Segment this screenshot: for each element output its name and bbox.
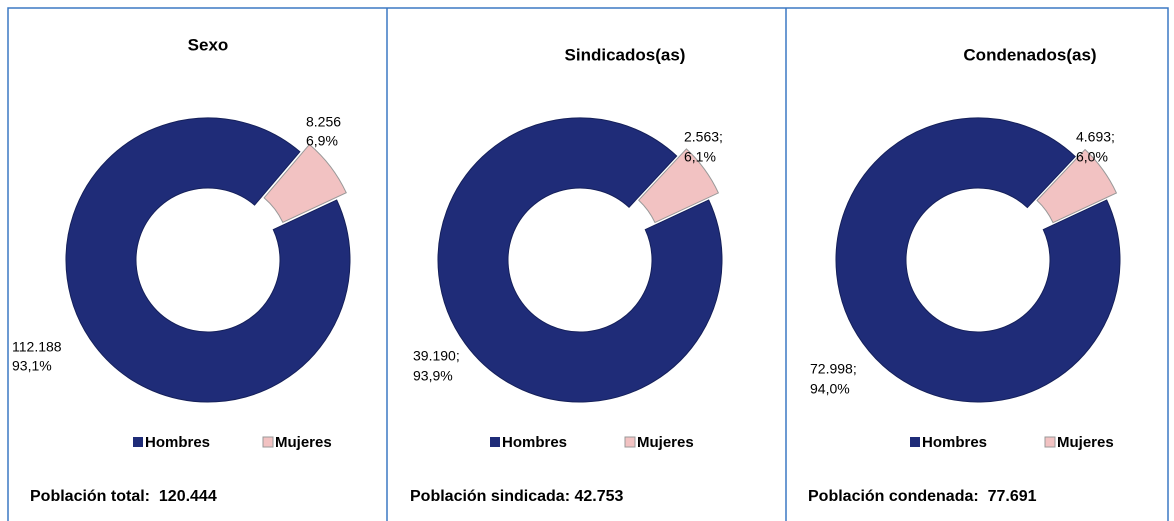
- value-label: 112.188: [12, 339, 62, 355]
- percent-label: 93,1%: [12, 358, 52, 374]
- legend-swatch: [910, 437, 920, 447]
- value-label: 72.998;: [810, 361, 857, 377]
- chart-title: Sindicados(as): [565, 45, 686, 64]
- donut-slice: [835, 117, 1121, 403]
- chart-title: Condenados(as): [963, 45, 1096, 64]
- legend-label: Hombres: [502, 434, 567, 451]
- value-label: 4.693;: [1076, 129, 1115, 145]
- footer: Población condenada: 77.691: [808, 488, 1037, 505]
- donut-slice: [263, 143, 347, 223]
- legend-label: Mujeres: [1057, 434, 1114, 451]
- legend-label: Mujeres: [275, 434, 332, 451]
- percent-label: 6,1%: [684, 149, 716, 165]
- legend-swatch: [624, 436, 636, 448]
- legend-label: Hombres: [145, 434, 210, 451]
- value-label: 8.256: [306, 114, 341, 130]
- legend-label: Hombres: [922, 434, 987, 451]
- legend-swatch: [490, 437, 500, 447]
- percent-label: 94,0%: [810, 381, 850, 397]
- donut-slice: [638, 148, 720, 224]
- donut-slice: [65, 117, 351, 403]
- legend-swatch: [262, 436, 274, 448]
- percent-label: 6,0%: [1076, 149, 1108, 165]
- value-label: 39.190;: [413, 348, 460, 364]
- frame: [7, 7, 1169, 521]
- value-label: 2.563;: [684, 129, 723, 145]
- footer: Población total: 120.444: [30, 488, 217, 505]
- legend-swatch: [1044, 436, 1056, 448]
- footer: Población sindicada: 42.753: [410, 488, 624, 505]
- legend-label: Mujeres: [637, 434, 694, 451]
- percent-label: 6,9%: [306, 133, 338, 149]
- donut-slice: [1036, 148, 1118, 224]
- chart-title: Sexo: [188, 35, 229, 54]
- percent-label: 93,9%: [413, 368, 453, 384]
- donut-slice: [437, 117, 723, 403]
- legend-swatch: [133, 437, 143, 447]
